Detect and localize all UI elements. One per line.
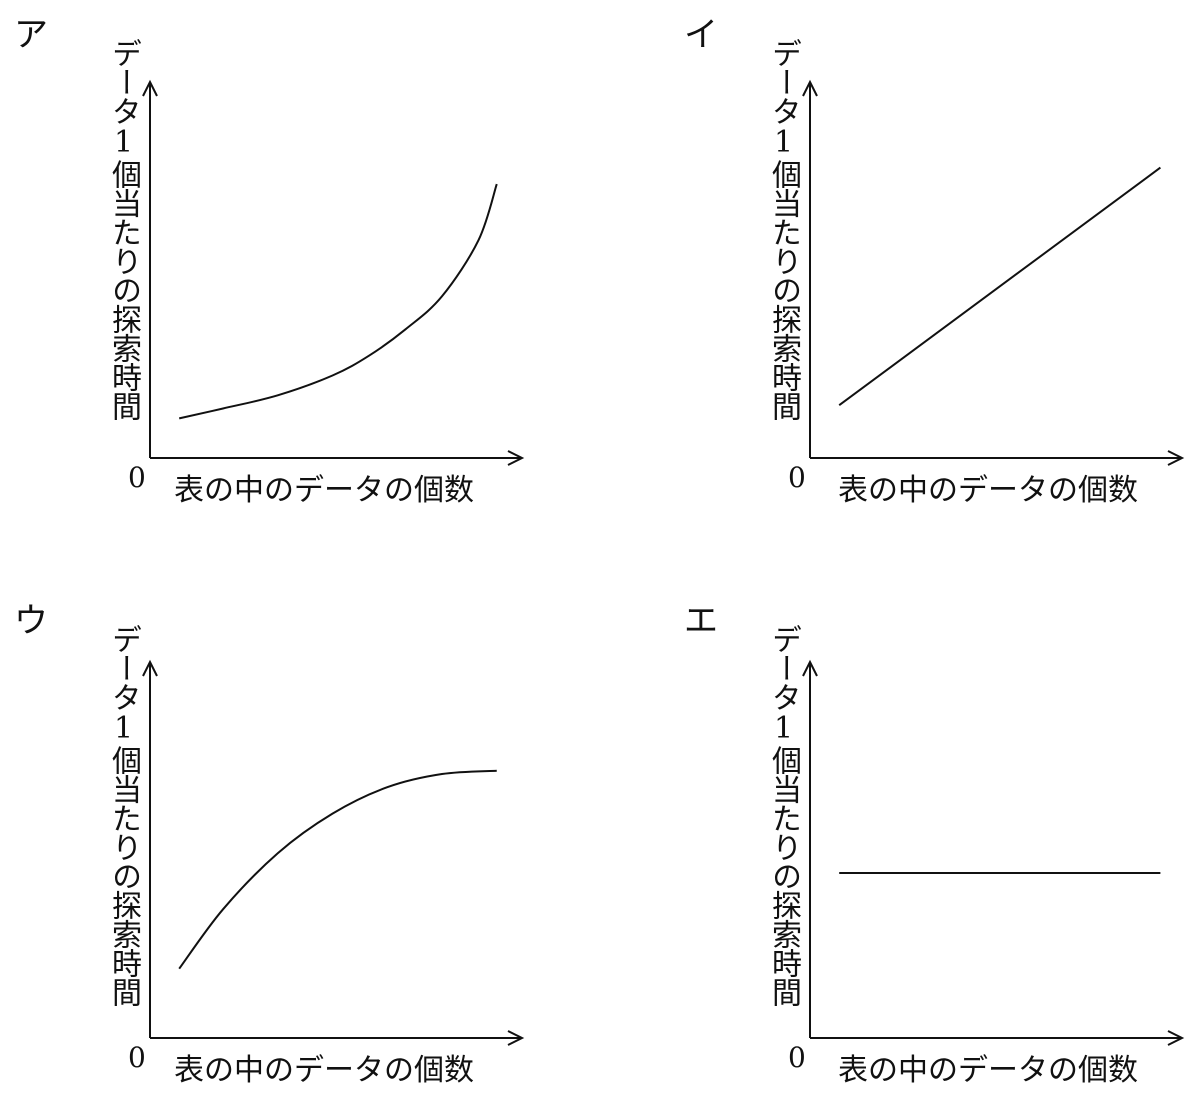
origin-label: 0 [788, 1041, 806, 1074]
x-axis-arrow [507, 1030, 525, 1046]
series-line [838, 166, 1161, 407]
x-axis-arrow [507, 450, 525, 466]
panel-label: ア [14, 15, 48, 55]
y-axis-arrow [802, 79, 818, 97]
y-axis-label: データ1個当たりの探索時間 [766, 624, 801, 1006]
panel-label: イ [684, 15, 718, 55]
x-axis-arrow [1167, 450, 1185, 466]
y-axis-arrow [802, 659, 818, 677]
origin-label: 0 [788, 461, 806, 494]
x-axis-label: 表の中のデータの個数 [838, 473, 1138, 508]
chart-panel: エデータ1個当たりの探索時間 0 表の中のデータの個数 [660, 580, 1200, 1100]
y-axis-arrow [142, 659, 158, 677]
y-axis-label: データ1個当たりの探索時間 [766, 38, 801, 420]
y-axis-arrow [142, 79, 158, 97]
chart-panel: ウデータ1個当たりの探索時間 0 表の中のデータの個数 [0, 580, 540, 1100]
series-line [178, 769, 497, 970]
plot-area [142, 659, 525, 1046]
plot-area [802, 79, 1185, 466]
plot-area [802, 659, 1185, 1046]
y-axis-label: データ1個当たりの探索時間 [106, 38, 141, 420]
chart-panel: アデータ1個当たりの探索時間 0 表の中のデータの個数 [0, 0, 540, 520]
panel-label: ウ [14, 601, 48, 641]
x-axis-label: 表の中のデータの個数 [838, 1053, 1138, 1088]
origin-label: 0 [128, 1041, 146, 1074]
x-axis-arrow [1167, 1030, 1185, 1046]
x-axis-label: 表の中のデータの個数 [174, 1053, 474, 1088]
origin-label: 0 [128, 461, 146, 494]
chart-panel: イデータ1個当たりの探索時間 0 表の中のデータの個数 [660, 0, 1200, 520]
panel-label: エ [684, 601, 718, 641]
x-axis-label: 表の中のデータの個数 [174, 473, 474, 508]
plot-area [142, 79, 525, 466]
series-line [178, 183, 498, 420]
y-axis-label: データ1個当たりの探索時間 [106, 624, 141, 1006]
